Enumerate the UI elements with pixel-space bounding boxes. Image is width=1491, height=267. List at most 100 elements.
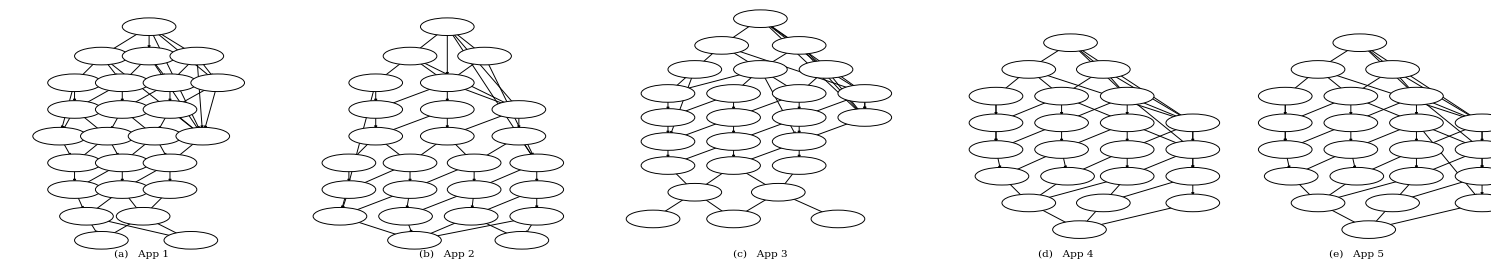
Ellipse shape [1100, 167, 1154, 185]
Ellipse shape [1035, 87, 1088, 105]
Ellipse shape [420, 18, 474, 36]
Ellipse shape [191, 74, 245, 92]
Ellipse shape [751, 183, 805, 201]
Ellipse shape [95, 74, 149, 92]
Ellipse shape [1053, 221, 1106, 238]
Ellipse shape [969, 141, 1023, 158]
Ellipse shape [95, 181, 149, 198]
Ellipse shape [1166, 167, 1220, 185]
Ellipse shape [420, 74, 474, 92]
Ellipse shape [626, 210, 680, 228]
Ellipse shape [1324, 87, 1378, 105]
Ellipse shape [1077, 61, 1130, 78]
Ellipse shape [1166, 114, 1220, 132]
Ellipse shape [420, 127, 474, 145]
Ellipse shape [322, 181, 376, 198]
Ellipse shape [772, 85, 826, 102]
Ellipse shape [176, 127, 230, 145]
Ellipse shape [122, 18, 176, 36]
Ellipse shape [1258, 114, 1312, 132]
Ellipse shape [1324, 114, 1378, 132]
Ellipse shape [1264, 167, 1318, 185]
Ellipse shape [734, 10, 787, 28]
Ellipse shape [707, 133, 760, 150]
Ellipse shape [641, 109, 695, 126]
Ellipse shape [116, 207, 170, 225]
Ellipse shape [668, 61, 722, 78]
Ellipse shape [1390, 167, 1443, 185]
Ellipse shape [95, 101, 149, 118]
Ellipse shape [969, 87, 1023, 105]
Ellipse shape [143, 154, 197, 172]
Ellipse shape [1100, 141, 1154, 158]
Ellipse shape [707, 109, 760, 126]
Ellipse shape [48, 154, 101, 172]
Ellipse shape [1324, 141, 1378, 158]
Ellipse shape [1455, 194, 1491, 212]
Ellipse shape [707, 157, 760, 174]
Ellipse shape [383, 47, 437, 65]
Ellipse shape [1342, 221, 1396, 238]
Ellipse shape [81, 127, 134, 145]
Text: (a)   App 1: (a) App 1 [115, 250, 168, 259]
Ellipse shape [143, 101, 197, 118]
Ellipse shape [734, 61, 787, 78]
Ellipse shape [1035, 141, 1088, 158]
Ellipse shape [379, 207, 432, 225]
Ellipse shape [95, 154, 149, 172]
Ellipse shape [458, 47, 511, 65]
Ellipse shape [1366, 61, 1419, 78]
Ellipse shape [1455, 167, 1491, 185]
Ellipse shape [668, 183, 722, 201]
Ellipse shape [1002, 61, 1056, 78]
Ellipse shape [799, 61, 853, 78]
Ellipse shape [969, 114, 1023, 132]
Ellipse shape [164, 231, 218, 249]
Ellipse shape [75, 47, 128, 65]
Ellipse shape [1035, 114, 1088, 132]
Ellipse shape [707, 210, 760, 228]
Ellipse shape [75, 231, 128, 249]
Ellipse shape [1366, 194, 1419, 212]
Ellipse shape [772, 157, 826, 174]
Ellipse shape [1002, 194, 1056, 212]
Ellipse shape [1455, 114, 1491, 132]
Ellipse shape [143, 74, 197, 92]
Ellipse shape [122, 47, 176, 65]
Ellipse shape [1044, 34, 1097, 52]
Ellipse shape [1330, 167, 1384, 185]
Ellipse shape [313, 207, 367, 225]
Ellipse shape [1258, 141, 1312, 158]
Ellipse shape [48, 101, 101, 118]
Text: (e)   App 5: (e) App 5 [1330, 250, 1384, 259]
Ellipse shape [772, 133, 826, 150]
Ellipse shape [349, 74, 403, 92]
Ellipse shape [641, 157, 695, 174]
Ellipse shape [1291, 194, 1345, 212]
Ellipse shape [60, 207, 113, 225]
Text: (d)   App 4: (d) App 4 [1038, 250, 1094, 259]
Ellipse shape [510, 181, 564, 198]
Ellipse shape [383, 154, 437, 172]
Ellipse shape [838, 85, 892, 102]
Ellipse shape [349, 127, 403, 145]
Ellipse shape [1390, 114, 1443, 132]
Ellipse shape [1166, 141, 1220, 158]
Ellipse shape [811, 210, 865, 228]
Ellipse shape [495, 231, 549, 249]
Ellipse shape [128, 127, 182, 145]
Ellipse shape [1291, 61, 1345, 78]
Ellipse shape [447, 181, 501, 198]
Ellipse shape [349, 101, 403, 118]
Ellipse shape [444, 207, 498, 225]
Ellipse shape [1390, 141, 1443, 158]
Text: (b)   App 2: (b) App 2 [419, 250, 476, 259]
Ellipse shape [383, 181, 437, 198]
Ellipse shape [641, 85, 695, 102]
Ellipse shape [1258, 87, 1312, 105]
Ellipse shape [322, 154, 376, 172]
Ellipse shape [170, 47, 224, 65]
Ellipse shape [388, 231, 441, 249]
Ellipse shape [1333, 34, 1387, 52]
Ellipse shape [510, 154, 564, 172]
